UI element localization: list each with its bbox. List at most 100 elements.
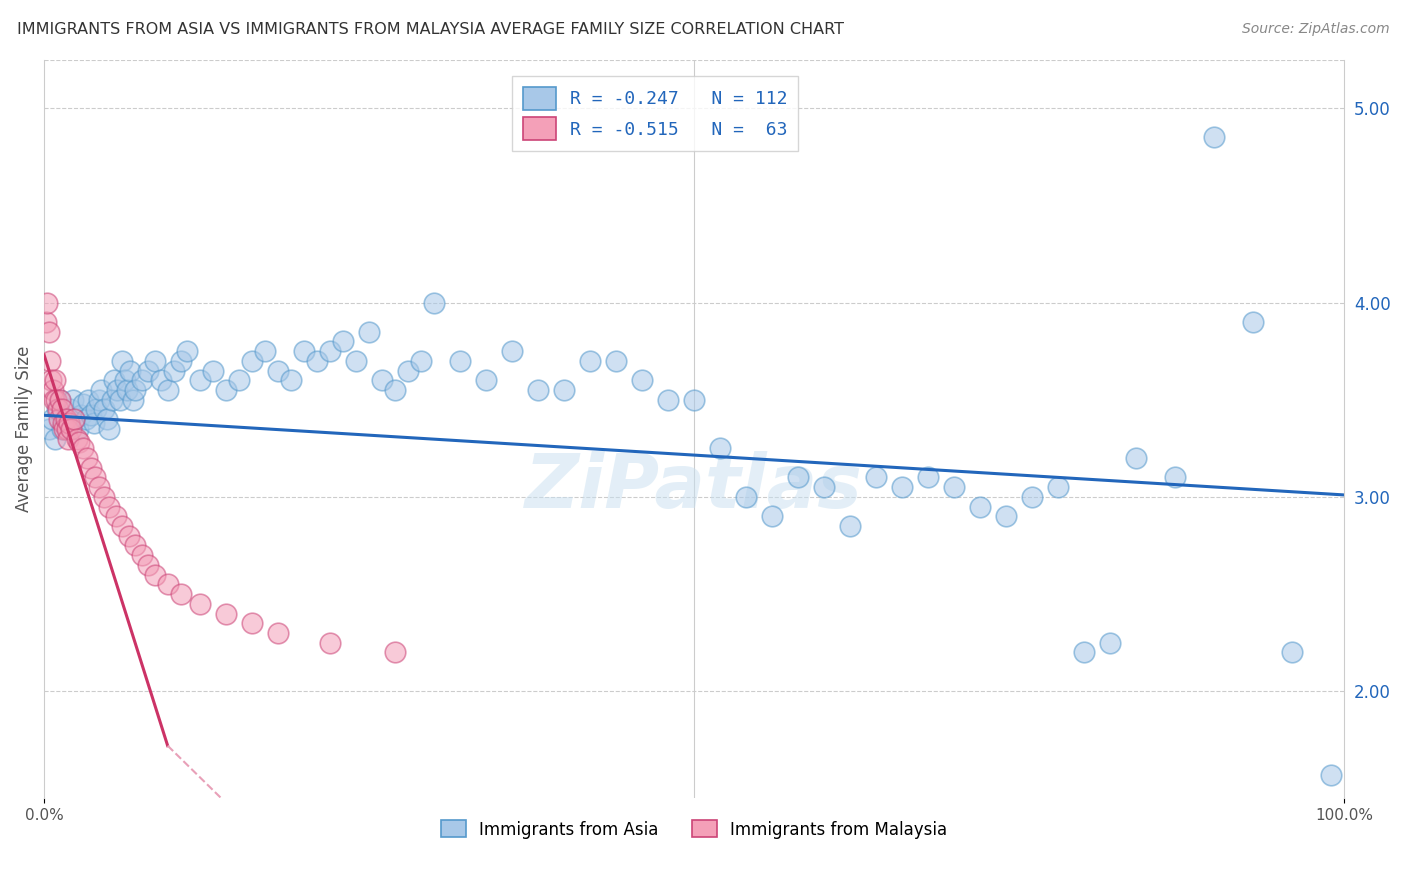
Point (143, 567, 166, 582)
Point (384, 383, 406, 397)
Point (117, 529, 139, 543)
Point (1281, 645, 1303, 659)
Point (683, 392, 706, 407)
Point (103, 373, 125, 387)
Point (423, 295, 446, 310)
Point (136, 558, 159, 572)
Point (37, 295, 59, 310)
Point (49, 392, 72, 407)
Point (111, 354, 134, 368)
Point (104, 509, 127, 524)
Point (100, 392, 122, 407)
Point (56, 432, 79, 446)
Point (188, 373, 211, 387)
Point (45, 392, 67, 407)
Point (202, 363, 225, 377)
Point (761, 509, 783, 524)
Text: IMMIGRANTS FROM ASIA VS IMMIGRANTS FROM MALAYSIA AVERAGE FAMILY SIZE CORRELATION: IMMIGRANTS FROM ASIA VS IMMIGRANTS FROM … (17, 22, 844, 37)
Point (67, 435, 90, 450)
Point (84, 402, 107, 417)
Point (307, 354, 329, 368)
Point (48, 392, 70, 407)
Text: Source: ZipAtlas.com: Source: ZipAtlas.com (1241, 22, 1389, 37)
Point (96, 412, 118, 426)
Point (39, 373, 62, 387)
Point (53, 422, 76, 436)
Point (114, 373, 136, 387)
Point (121, 392, 143, 407)
Point (917, 470, 939, 484)
Point (344, 354, 367, 368)
Point (787, 470, 810, 484)
Point (65, 432, 87, 446)
Point (163, 363, 186, 377)
Point (292, 344, 315, 359)
Point (44, 373, 66, 387)
Point (69, 409, 91, 423)
Point (228, 373, 250, 387)
Text: ZiPatlas: ZiPatlas (526, 451, 863, 524)
Point (1073, 645, 1095, 659)
Point (38, 325, 60, 339)
Point (38, 422, 60, 436)
Point (42, 392, 65, 407)
Point (501, 344, 523, 359)
Point (58, 416, 80, 430)
Point (83, 416, 105, 430)
Point (553, 383, 575, 397)
Point (41, 412, 63, 426)
Point (943, 480, 966, 494)
Point (98, 500, 121, 514)
Point (143, 354, 166, 368)
Point (359, 325, 381, 339)
Point (319, 635, 342, 649)
Point (371, 373, 394, 387)
Point (995, 509, 1018, 524)
Point (80, 460, 103, 475)
Point (475, 373, 498, 387)
Point (1320, 768, 1343, 782)
Point (124, 539, 146, 553)
Point (65, 412, 87, 426)
Point (969, 500, 991, 514)
Point (55, 412, 77, 426)
Point (176, 344, 198, 359)
Point (59, 402, 82, 417)
Point (131, 373, 153, 387)
Point (75, 412, 97, 426)
Point (56, 422, 79, 436)
Point (215, 383, 238, 397)
Point (80, 409, 103, 423)
Point (53, 412, 76, 426)
Point (105, 383, 128, 397)
Point (527, 383, 550, 397)
Point (156, 383, 179, 397)
Point (579, 354, 602, 368)
Point (93, 490, 115, 504)
Point (411, 354, 433, 368)
Point (709, 442, 731, 456)
Point (117, 383, 139, 397)
Point (76, 450, 98, 465)
Point (72, 442, 94, 456)
Point (56, 416, 79, 430)
Point (1204, 130, 1226, 145)
Point (449, 354, 471, 368)
Point (839, 519, 862, 533)
Point (384, 645, 406, 659)
Point (41, 383, 63, 397)
Point (44, 432, 66, 446)
Point (108, 392, 131, 407)
Point (891, 480, 914, 494)
Point (87, 392, 110, 407)
Point (46, 402, 69, 417)
Point (83, 470, 105, 484)
Point (865, 470, 887, 484)
Point (396, 363, 419, 377)
Point (240, 354, 263, 368)
Point (35, 315, 58, 329)
Point (267, 363, 290, 377)
Point (605, 354, 627, 368)
Point (118, 363, 141, 377)
Point (169, 354, 191, 368)
